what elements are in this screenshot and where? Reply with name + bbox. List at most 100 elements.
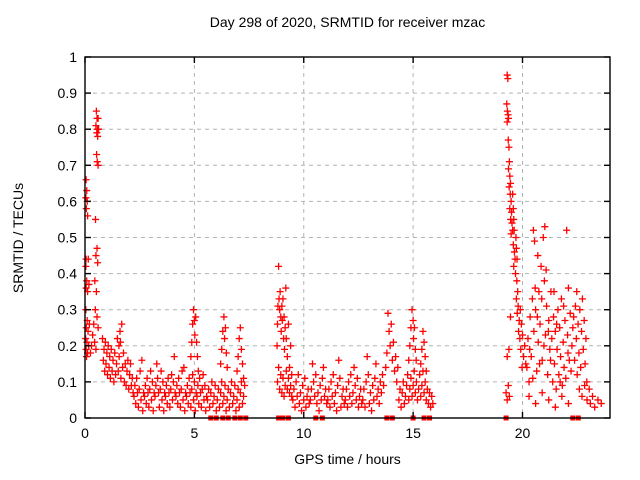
data-point <box>187 353 195 361</box>
data-point <box>307 385 315 393</box>
data-point <box>114 367 122 375</box>
data-point <box>206 403 214 411</box>
data-point <box>283 353 291 361</box>
data-point <box>567 367 575 375</box>
data-point <box>534 252 542 260</box>
data-point <box>411 389 419 397</box>
data-point <box>529 226 537 234</box>
data-point <box>510 262 518 270</box>
x-tick-label: 5 <box>190 425 198 441</box>
data-point <box>208 378 216 386</box>
data-point <box>407 374 415 382</box>
data-point <box>561 317 569 325</box>
data-point <box>542 266 550 274</box>
data-point <box>94 161 102 169</box>
data-point <box>138 356 146 364</box>
data-point <box>229 400 237 408</box>
data-point <box>374 385 382 393</box>
data-point <box>93 244 101 252</box>
data-point <box>361 403 369 411</box>
data-point <box>364 371 372 379</box>
tick-labels: 0 5 10 15 20 0 0.1 0.2 0.3 0.4 0.5 0.6 0.7 0.8 0.9 1 <box>58 49 531 441</box>
data-point <box>101 367 109 375</box>
data-point <box>560 302 568 310</box>
data-point <box>274 320 281 328</box>
data-point <box>506 172 514 180</box>
data-point <box>82 284 90 292</box>
data-point <box>536 320 544 328</box>
data-point <box>417 392 425 400</box>
data-point <box>503 118 511 126</box>
data-point <box>115 353 123 361</box>
data-point <box>82 345 90 353</box>
plot-border <box>84 56 611 419</box>
data-point <box>134 389 141 397</box>
data-point <box>282 284 290 292</box>
data-point <box>170 353 178 361</box>
data-point <box>278 389 286 397</box>
data-point <box>279 295 287 303</box>
data-point <box>538 295 546 303</box>
data-point <box>369 382 377 390</box>
data-point <box>276 385 284 393</box>
data-point <box>420 338 428 346</box>
data-point <box>347 371 355 379</box>
data-point <box>191 407 199 415</box>
data-point <box>141 392 148 400</box>
y-tick-label: 0.8 <box>58 121 78 137</box>
data-point <box>578 392 586 400</box>
y-tick-label: 0.6 <box>58 193 78 209</box>
data-point <box>352 396 360 404</box>
data-point <box>409 317 417 325</box>
data-point <box>401 392 409 400</box>
data-point <box>577 363 585 371</box>
y-tick-label: 0.1 <box>58 374 78 390</box>
data-point <box>219 327 227 335</box>
data-point <box>205 385 213 393</box>
data-point <box>412 378 420 386</box>
data-point <box>594 396 602 404</box>
axes <box>84 56 611 419</box>
data-point <box>190 317 198 325</box>
data-point <box>239 400 246 408</box>
data-point <box>389 338 397 346</box>
data-point <box>538 389 546 397</box>
data-point <box>540 342 548 350</box>
data-point <box>376 378 384 386</box>
x-tick-label: 20 <box>515 425 531 441</box>
data-point <box>388 356 396 364</box>
data-point <box>551 403 559 411</box>
data-point <box>145 403 153 411</box>
data-point <box>358 400 366 408</box>
y-axis-label: SRMTID / TECUs <box>10 182 26 294</box>
data-point <box>560 363 568 371</box>
data-point <box>558 382 566 390</box>
data-point <box>368 407 376 415</box>
data-point <box>575 349 583 357</box>
data-point <box>85 280 93 288</box>
data-point <box>89 331 97 339</box>
data-point <box>512 234 520 241</box>
data-point <box>125 385 133 393</box>
data-point <box>226 389 234 397</box>
data-point <box>583 396 591 404</box>
data-point <box>188 385 196 393</box>
data-point <box>172 392 180 400</box>
data-point <box>302 403 310 411</box>
data-point <box>218 378 226 386</box>
data-point <box>586 400 594 408</box>
data-point <box>137 396 145 404</box>
data-point <box>280 313 288 321</box>
data-point <box>411 345 419 353</box>
data-point <box>370 396 378 404</box>
data-point <box>202 407 210 415</box>
data-point <box>558 392 566 400</box>
data-point <box>360 385 368 393</box>
data-point <box>233 367 241 375</box>
data-point <box>292 378 300 386</box>
data-point <box>186 389 194 397</box>
data-point <box>166 403 174 411</box>
data-point <box>555 371 563 379</box>
data-point <box>515 317 523 325</box>
data-point <box>340 400 348 408</box>
